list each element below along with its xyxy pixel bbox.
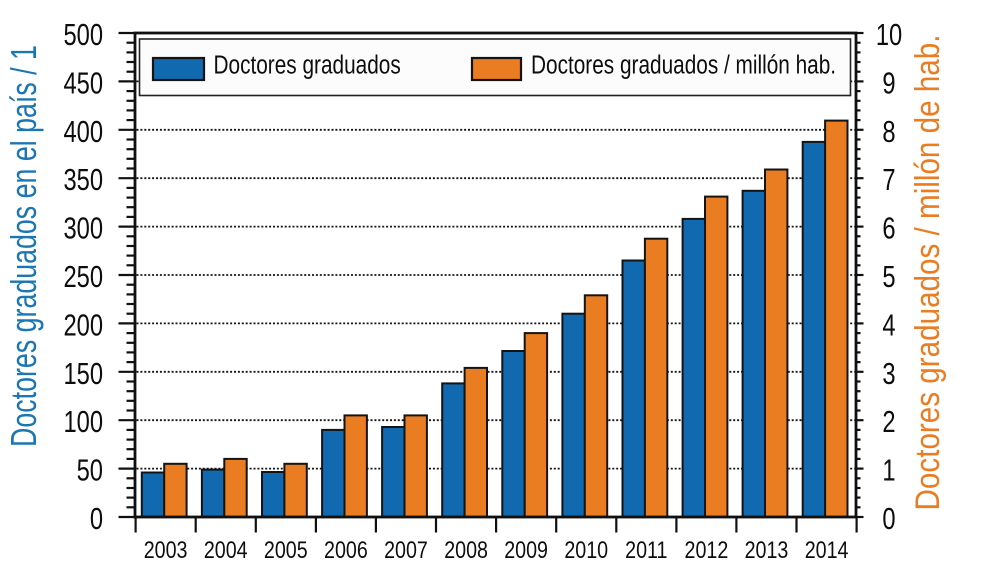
svg-text:2008: 2008: [444, 536, 488, 563]
svg-text:Doctores graduados en el país: Doctores graduados en el país / 1: [3, 45, 44, 447]
svg-text:Doctores graduados / millón de: Doctores graduados / millón de hab.: [908, 35, 946, 511]
svg-text:250: 250: [63, 259, 103, 294]
svg-text:2007: 2007: [384, 536, 428, 563]
svg-text:400: 400: [63, 114, 103, 149]
svg-text:2006: 2006: [324, 536, 368, 563]
svg-text:1: 1: [882, 453, 895, 488]
svg-text:10: 10: [876, 17, 902, 52]
svg-text:2010: 2010: [564, 536, 608, 563]
svg-text:450: 450: [63, 65, 103, 100]
svg-text:0: 0: [90, 501, 103, 536]
svg-text:Doctores graduados / millón ha: Doctores graduados / millón hab.: [531, 50, 836, 79]
svg-text:2: 2: [882, 404, 895, 439]
svg-text:2011: 2011: [625, 536, 667, 563]
svg-text:500: 500: [63, 17, 103, 52]
svg-text:150: 150: [63, 356, 103, 391]
svg-text:200: 200: [63, 307, 103, 342]
svg-text:2012: 2012: [685, 536, 729, 563]
svg-text:6: 6: [882, 211, 895, 246]
svg-text:50: 50: [77, 453, 103, 488]
svg-text:2005: 2005: [264, 536, 308, 563]
svg-text:300: 300: [63, 211, 103, 246]
svg-text:4: 4: [882, 307, 895, 342]
svg-text:9: 9: [882, 65, 895, 100]
svg-text:2013: 2013: [745, 536, 789, 563]
svg-text:7: 7: [882, 162, 895, 197]
svg-text:8: 8: [882, 114, 895, 149]
svg-text:5: 5: [882, 259, 895, 294]
svg-text:0: 0: [882, 501, 895, 536]
svg-text:2009: 2009: [504, 536, 548, 563]
svg-text:2004: 2004: [204, 536, 248, 563]
svg-text:2014: 2014: [805, 536, 849, 563]
svg-text:Doctores graduados: Doctores graduados: [214, 50, 401, 79]
svg-text:3: 3: [882, 356, 895, 391]
svg-text:2003: 2003: [144, 536, 188, 563]
svg-text:350: 350: [63, 162, 103, 197]
svg-text:100: 100: [63, 404, 103, 439]
